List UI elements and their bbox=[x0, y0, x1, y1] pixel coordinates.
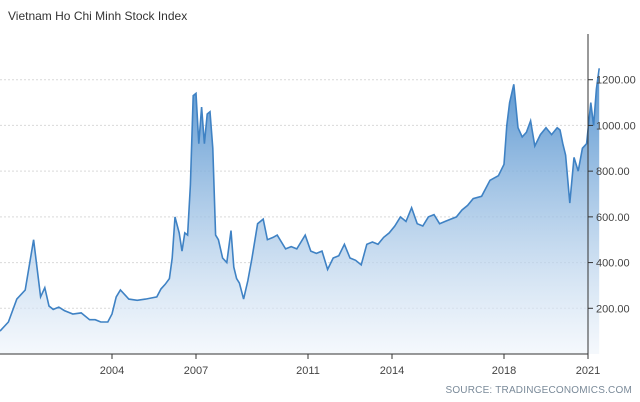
x-tick-label: 2018 bbox=[492, 365, 516, 377]
x-tick-label: 2004 bbox=[100, 365, 124, 377]
series-area bbox=[0, 68, 600, 355]
series-line bbox=[0, 68, 600, 332]
y-tick-label: 200.00 bbox=[596, 303, 630, 315]
axes bbox=[0, 34, 589, 355]
y-tick-label: 1000.00 bbox=[596, 120, 636, 132]
x-tick-label: 2007 bbox=[184, 365, 208, 377]
x-tick-label: 2014 bbox=[380, 365, 404, 377]
x-tick-label: 2021 bbox=[576, 365, 600, 377]
x-axis-ticks: 2004 2007 2011 2014 2018 2021 bbox=[100, 354, 600, 377]
y-tick-label: 1200.00 bbox=[596, 75, 636, 87]
chart-title: Vietnam Ho Chi Minh Stock Index bbox=[8, 9, 188, 23]
source-label: SOURCE: TRADINGECONOMICS.COM bbox=[445, 385, 632, 396]
y-tick-label: 600.00 bbox=[596, 212, 630, 224]
y-tick-label: 400.00 bbox=[596, 258, 630, 270]
y-tick-label: 800.00 bbox=[596, 166, 630, 178]
y-axis-ticks: 200.00 400.00 600.00 800.00 1000.00 1200.00 bbox=[588, 75, 636, 315]
x-tick-label: 2011 bbox=[296, 365, 320, 377]
